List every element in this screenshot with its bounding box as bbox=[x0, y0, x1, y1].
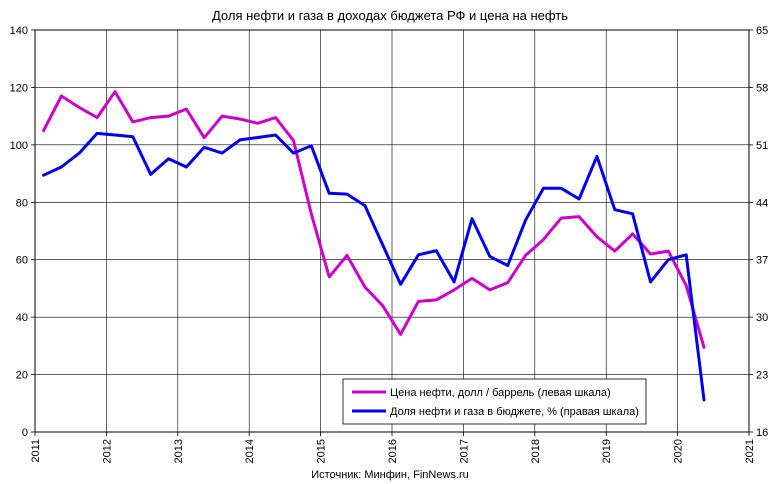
series-layer bbox=[42, 90, 706, 402]
x-tick-label: 2019 bbox=[601, 439, 613, 463]
right-tick-label: 23 bbox=[756, 370, 768, 382]
left-tick-label: 0 bbox=[22, 427, 28, 439]
left-tick-label: 140 bbox=[10, 25, 28, 37]
legend-label-oil-price: Цена нефти, долл / баррель (левая шкала) bbox=[390, 387, 611, 399]
x-tick-label: 2018 bbox=[530, 439, 542, 463]
left-tick-label: 120 bbox=[10, 82, 28, 94]
x-tick-label: 2015 bbox=[316, 439, 328, 463]
legend-box bbox=[342, 378, 647, 425]
chart-title: Доля нефти и газа в доходах бюджета РФ и… bbox=[212, 8, 568, 23]
legend: Цена нефти, долл / баррель (левая шкала)… bbox=[342, 378, 647, 425]
right-axis-ticks: 16 23 30 37 44 51 58 65 bbox=[749, 25, 768, 439]
right-tick-label: 65 bbox=[756, 25, 768, 37]
x-tick-label: 2016 bbox=[387, 439, 399, 463]
series-line-oil-gas-share bbox=[42, 131, 706, 402]
legend-label-oil-gas-share: Доля нефти и газа в бюджете, % (правая ш… bbox=[390, 406, 639, 418]
right-tick-label: 51 bbox=[756, 140, 768, 152]
x-tick-label: 2012 bbox=[101, 439, 113, 463]
left-tick-label: 20 bbox=[16, 370, 28, 382]
x-tick-label: 2021 bbox=[744, 439, 756, 463]
x-axis-ticks: 2011 2012 2013 2014 2015 2016 2017 2018 2019 2020… bbox=[30, 432, 756, 463]
left-tick-label: 60 bbox=[16, 255, 28, 267]
right-tick-label: 30 bbox=[756, 312, 768, 324]
right-tick-label: 44 bbox=[756, 197, 768, 209]
x-tick-label: 2011 bbox=[30, 439, 42, 463]
right-tick-label: 16 bbox=[756, 427, 768, 439]
series-line-oil-price bbox=[42, 90, 706, 349]
right-tick-label: 58 bbox=[756, 82, 768, 94]
left-tick-label: 80 bbox=[16, 197, 28, 209]
left-tick-label: 40 bbox=[16, 312, 28, 324]
left-axis-ticks: 0 20 40 60 80 100 120 140 bbox=[10, 25, 35, 439]
source-caption: Источник: Минфин, FinNews.ru bbox=[311, 469, 468, 481]
right-tick-label: 37 bbox=[756, 255, 768, 267]
x-tick-label: 2013 bbox=[173, 439, 185, 463]
x-tick-label: 2020 bbox=[673, 439, 685, 463]
left-tick-label: 100 bbox=[10, 140, 28, 152]
x-tick-label: 2014 bbox=[244, 439, 256, 463]
x-tick-label: 2017 bbox=[458, 439, 470, 463]
